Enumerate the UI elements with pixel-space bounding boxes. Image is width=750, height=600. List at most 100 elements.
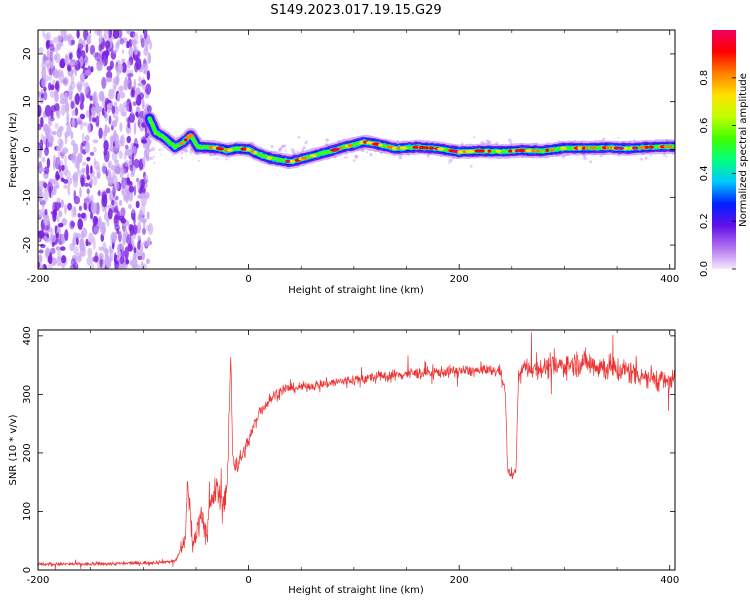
noise-blob: [67, 202, 73, 211]
ridge-halo-dot: [172, 154, 175, 157]
ridge-halo-dot: [290, 148, 293, 151]
snr-series-line: [38, 332, 675, 570]
noise-blob: [124, 148, 132, 156]
noise-blob: [54, 122, 59, 130]
noise-blob: [50, 49, 54, 59]
noise-blob: [69, 220, 75, 230]
noise-blob: [53, 103, 60, 112]
noise-blob: [129, 259, 132, 266]
ridge-core-dot: [397, 146, 401, 150]
noise-blob: [52, 209, 58, 218]
noise-blob: [48, 76, 53, 81]
noise-blob: [72, 173, 76, 182]
noise-blob: [48, 67, 51, 76]
noise-blob: [89, 194, 94, 205]
noise-blob: [79, 72, 85, 83]
noise-blob: [41, 93, 44, 99]
noise-blob: [124, 144, 129, 150]
spectrogram-xtick-label: 400: [660, 274, 679, 285]
snr-xtick-label: 0: [245, 575, 251, 586]
ridge-halo-dot: [184, 149, 189, 153]
noise-blob: [137, 82, 144, 87]
noise-blob: [42, 123, 49, 133]
noise-blob: [141, 139, 148, 144]
noise-blob: [78, 205, 82, 211]
noise-blob: [58, 143, 63, 152]
noise-blob: [119, 256, 125, 265]
noise-blob: [70, 39, 75, 45]
ridge-halo-dot: [216, 157, 219, 160]
ridge-band-1: [144, 113, 675, 168]
noise-blob: [140, 203, 146, 217]
snr-xtick-label: 200: [450, 575, 469, 586]
noise-blob: [118, 230, 122, 243]
noise-blob: [111, 199, 115, 206]
spectrogram-ytick-label: 10: [22, 95, 33, 108]
noise-blob: [142, 227, 146, 235]
noise-blob: [130, 86, 136, 95]
noise-blob: [41, 77, 47, 88]
noise-blob: [53, 54, 58, 60]
noise-blob: [58, 125, 64, 132]
ridge-halo-dot: [354, 155, 359, 159]
noise-blob: [58, 202, 62, 209]
noise-blob: [38, 230, 45, 239]
ridge-halo-dot: [284, 149, 287, 152]
ridge-halo-dot: [561, 155, 565, 159]
snr-ytick-label: 0: [22, 567, 33, 573]
noise-blob: [103, 30, 110, 40]
ridge-halo-dot: [297, 136, 301, 139]
noise-blob: [142, 63, 147, 70]
noise-blob: [82, 161, 87, 166]
noise-blob: [121, 49, 125, 54]
noise-blob: [60, 92, 67, 101]
snr-panel: -200 0 200 400 0 100 200 300 400 Height of strai…: [8, 326, 679, 596]
noise-blob: [88, 110, 92, 123]
ridge-core-dot: [618, 146, 624, 150]
ridge-band-0: [142, 111, 675, 170]
noise-blob: [70, 100, 75, 110]
noise-blob: [141, 178, 145, 189]
ridge-halo-dot: [508, 138, 512, 142]
noise-blob: [111, 145, 117, 151]
noise-blob: [142, 156, 146, 165]
ridge-halo-dot: [617, 137, 620, 139]
noise-blob: [132, 224, 138, 235]
ridge-core-dot: [309, 154, 317, 158]
noise-blob: [141, 251, 145, 261]
ridge-core-dot: [399, 146, 408, 150]
spectrogram-ytick-label: -10: [22, 189, 33, 205]
noise-blob: [57, 34, 63, 43]
noise-blob: [91, 117, 97, 123]
noise-blob: [117, 248, 121, 260]
noise-blob: [71, 205, 74, 218]
noise-blob: [76, 30, 80, 39]
ridge-halo-dot: [583, 156, 587, 161]
noise-blob: [55, 174, 61, 180]
noise-blob: [50, 247, 56, 255]
colorbar-label: Normalized spectral amplitude: [738, 73, 749, 227]
noise-blob: [53, 181, 60, 188]
ridge-halo-dot: [161, 148, 163, 151]
noise-blob: [133, 185, 137, 196]
noise-blob: [113, 252, 117, 262]
noise-blob: [66, 112, 70, 125]
ridge-halo-dot: [473, 136, 475, 139]
noise-blob: [130, 234, 135, 247]
spectrogram-axes: -200 0 200 400 -20 -10 0 10 20: [22, 30, 679, 285]
noise-blob: [49, 185, 52, 199]
noise-blob: [119, 122, 123, 132]
colorbar-tick-label: 0.0: [699, 261, 710, 277]
noise-blob: [67, 183, 71, 196]
noise-blob: [71, 139, 76, 147]
ridge-halo-dot: [153, 161, 156, 164]
spectrogram-xtick-label: -200: [27, 274, 50, 285]
noise-blob: [113, 181, 120, 191]
noise-blob: [38, 180, 44, 193]
noise-blob: [71, 118, 75, 127]
noise-blob: [119, 91, 126, 99]
noise-blob: [120, 218, 127, 224]
noise-blob: [49, 43, 55, 52]
ridge-halo-dot: [470, 165, 473, 168]
